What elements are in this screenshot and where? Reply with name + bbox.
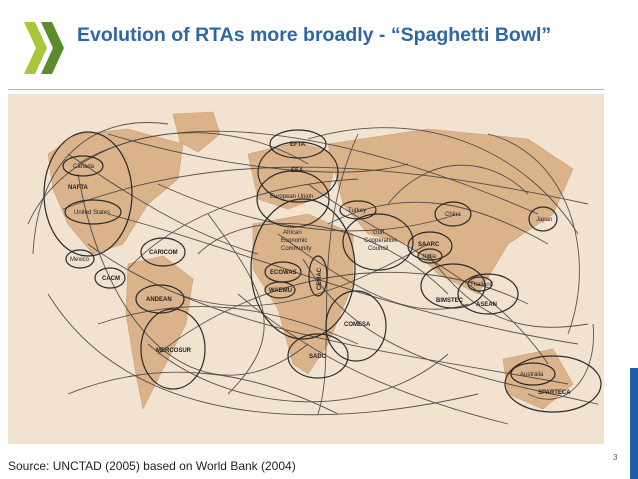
waemu-ellipse [264, 281, 296, 299]
label-gulf-cooperation-council-3: Council [368, 246, 388, 252]
canada-ellipse [62, 155, 104, 177]
label-efta: EFTA [290, 142, 306, 148]
india-ellipse [417, 248, 443, 264]
label-australia: Australia [520, 372, 544, 378]
slide-title: Evolution of RTAs more broadly - “Spaghe… [77, 24, 552, 46]
label-cemac: CEMAC [317, 267, 323, 290]
accent-bar [630, 368, 638, 479]
logo-chevron-right [41, 22, 64, 74]
label-gulf-cooperation-council-1: Gulf [373, 230, 384, 236]
label-turkey: Turkey [348, 208, 366, 214]
caricom-ellipse [140, 237, 186, 267]
asean-ellipse [457, 273, 519, 315]
label-african-economic-community-3: Community [281, 246, 311, 252]
african-economic-community-ellipse [250, 198, 356, 340]
label-african-economic-community-1: African [283, 230, 302, 236]
asia-shape [327, 128, 574, 295]
label-european-union: European Union [270, 194, 313, 200]
label-mexico: Mexico [70, 257, 90, 263]
label-canada: Canada [73, 164, 95, 170]
label-cacm: CACM [102, 276, 120, 282]
oecd-logo [24, 22, 64, 74]
sparteca-ellipse [504, 355, 602, 413]
sadc-ellipse [287, 333, 349, 379]
mercosur-ellipse [140, 308, 206, 390]
label-andean: ANDEAN [146, 297, 172, 303]
label-saarc: SAARC [418, 242, 440, 248]
thailand-ellipse [467, 276, 493, 292]
label-african-economic-community-2: Economic [281, 238, 307, 244]
south-america-shape [125, 255, 194, 410]
european-union-ellipse [256, 170, 330, 228]
source-note: Source: UNCTAD (2005) based on World Ban… [8, 459, 296, 473]
label-waemu: WAEMU [269, 288, 292, 294]
label-mercosur: MERCOSUR [156, 348, 192, 354]
efta-ellipse [269, 129, 327, 159]
gulf-cooperation-council-ellipse [342, 213, 414, 271]
saarc-ellipse [407, 231, 453, 261]
label-sparteca: SPARTECA [538, 390, 571, 396]
greenland-shape [172, 111, 221, 153]
label-comesa: COMESA [344, 322, 371, 328]
title-divider [8, 89, 604, 90]
comesa-ellipse [325, 290, 387, 362]
label-thailand: Thailand [470, 282, 493, 288]
logo-chevron-left [24, 22, 47, 74]
bimstec-ellipse [420, 263, 486, 309]
label-gulf-cooperation-council-2: Cooperation [364, 238, 397, 244]
label-eea: EEA [291, 168, 304, 174]
label-india: India [423, 254, 437, 260]
cemac-ellipse [308, 255, 328, 297]
label-bimstec: BIMSTEC [436, 298, 464, 304]
united-states-ellipse [64, 199, 122, 225]
rta-spaghetti-bowl-map: Canada NAFTA United States Mexico CARICO… [8, 94, 604, 444]
australia-ellipse [510, 362, 556, 386]
nafta-ellipse [43, 131, 133, 257]
label-ecowas: ECOWAS [270, 270, 297, 276]
mexico-ellipse [65, 249, 95, 269]
trade-bloc-boundaries [43, 129, 602, 413]
label-nafta: NAFTA [68, 185, 89, 191]
label-china: China [445, 212, 461, 218]
page-number: 3 [613, 453, 618, 462]
label-japan: Japan [536, 217, 552, 223]
label-united-states: United States [74, 210, 110, 216]
eea-ellipse [257, 141, 339, 203]
japan-ellipse [528, 206, 558, 232]
label-caricom: CARICOM [149, 250, 178, 256]
label-asean: ASEAN [476, 302, 497, 308]
china-ellipse [434, 201, 472, 227]
label-sadc: SADC [309, 354, 327, 360]
cacm-ellipse [94, 267, 126, 289]
rta-links [27, 122, 599, 425]
bloc-labels: Canada NAFTA United States Mexico CARICO… [68, 142, 571, 396]
